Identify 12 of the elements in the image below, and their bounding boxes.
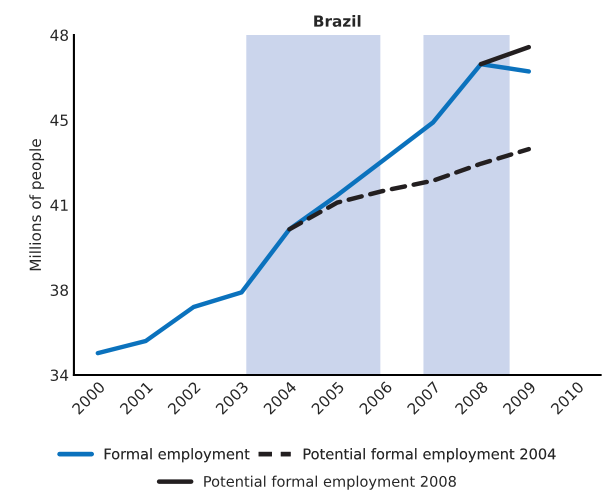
legend-label: Potential formal employment 2004 [304, 448, 556, 462]
line-series [287, 146, 532, 232]
chart-title: Brazil [314, 15, 360, 27]
line-series [96, 62, 532, 356]
y-tick-label: 45 [50, 114, 68, 126]
y-tick-label: 41 [50, 200, 68, 211]
legend-label: Potential formal employment 2008 [204, 476, 456, 490]
y-tick-label: 48 [50, 29, 68, 42]
y-axis-title: Millions of people [29, 139, 44, 270]
legend-label: Formal employment [104, 448, 250, 462]
y-tick-label: 38 [50, 284, 68, 296]
y-tick-label: 34 [50, 369, 68, 382]
